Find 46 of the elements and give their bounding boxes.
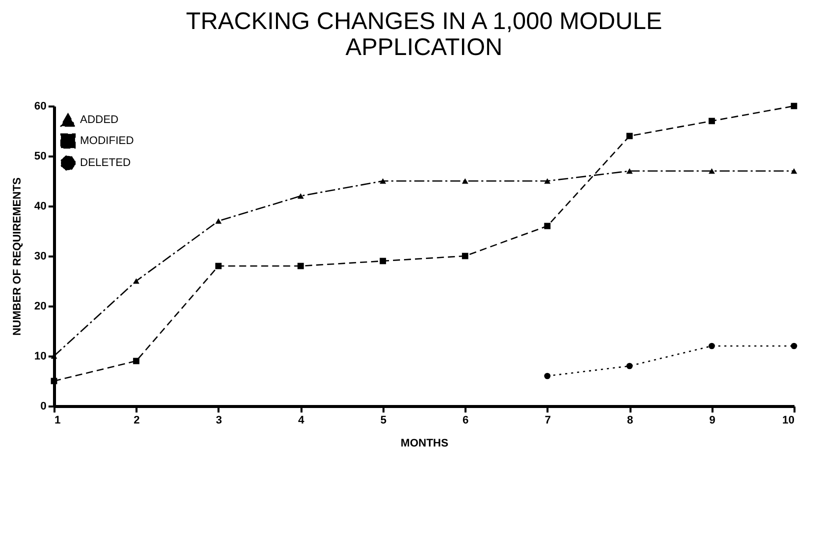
legend-label: ADDED xyxy=(80,114,119,126)
x-tick-label: 3 xyxy=(216,414,222,426)
point xyxy=(462,252,468,260)
x-tick-label: 1 xyxy=(54,414,61,426)
point xyxy=(708,168,715,174)
x-tick-label: 4 xyxy=(298,414,306,426)
y-axis-title: NUMBER OF REQUIREMENTS xyxy=(11,177,24,336)
point xyxy=(215,262,222,270)
point xyxy=(380,178,386,184)
point xyxy=(626,132,633,140)
x-tick-label: 5 xyxy=(380,414,386,426)
x-tick-label: 9 xyxy=(709,414,716,426)
point xyxy=(133,278,140,284)
point xyxy=(544,222,550,230)
point xyxy=(790,102,798,110)
chart-title: TRACKING CHANGES IN A 1,000 MODULE APPLICATION xyxy=(186,8,662,61)
x-tick-label: 6 xyxy=(462,414,469,426)
y-tick-label: 50 xyxy=(34,150,46,162)
x-tick-label: 10 xyxy=(782,414,794,426)
y-tick-label: 60 xyxy=(34,100,46,112)
point xyxy=(50,378,58,384)
point xyxy=(790,168,798,174)
point xyxy=(626,362,633,370)
x-tick-label: 8 xyxy=(626,414,634,426)
point xyxy=(133,358,140,364)
x-tick-label: 2 xyxy=(134,414,140,426)
point xyxy=(708,118,715,124)
point xyxy=(215,218,222,224)
y-tick-label: 40 xyxy=(34,200,46,212)
point xyxy=(298,193,304,199)
point xyxy=(544,178,550,184)
point xyxy=(298,262,304,270)
point xyxy=(380,258,386,264)
point xyxy=(626,168,633,174)
point xyxy=(708,342,715,350)
legend-label: DELETED xyxy=(80,157,131,169)
x-tick-label: 7 xyxy=(544,414,551,426)
y-tick-label: 20 xyxy=(34,300,46,312)
y-tick-label: 30 xyxy=(34,250,46,262)
point xyxy=(462,178,468,184)
y-tick-label: 10 xyxy=(34,350,46,362)
point xyxy=(544,372,550,380)
x-axis-title: MONTHS xyxy=(400,438,448,450)
legend-label: MODIFIED xyxy=(80,135,134,147)
point xyxy=(790,342,798,350)
y-tick-label: 0 xyxy=(40,400,46,412)
